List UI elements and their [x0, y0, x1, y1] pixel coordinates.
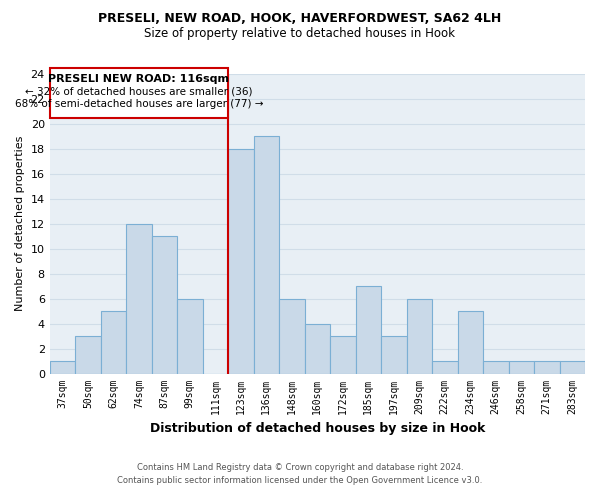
Bar	[407, 298, 432, 374]
Bar	[330, 336, 356, 374]
Text: 68% of semi-detached houses are larger (77) →: 68% of semi-detached houses are larger (…	[14, 99, 263, 109]
Bar	[534, 361, 560, 374]
Bar	[483, 361, 509, 374]
Bar	[458, 311, 483, 374]
Bar	[101, 311, 126, 374]
Bar	[152, 236, 177, 374]
Bar	[279, 298, 305, 374]
Text: PRESELI NEW ROAD: 116sqm: PRESELI NEW ROAD: 116sqm	[49, 74, 229, 84]
Text: Contains HM Land Registry data © Crown copyright and database right 2024.: Contains HM Land Registry data © Crown c…	[137, 464, 463, 472]
Bar	[509, 361, 534, 374]
Bar	[254, 136, 279, 374]
Bar	[228, 149, 254, 374]
Bar	[381, 336, 407, 374]
Bar	[50, 68, 228, 117]
Bar	[356, 286, 381, 374]
Bar	[177, 298, 203, 374]
Text: PRESELI, NEW ROAD, HOOK, HAVERFORDWEST, SA62 4LH: PRESELI, NEW ROAD, HOOK, HAVERFORDWEST, …	[98, 12, 502, 26]
Bar	[75, 336, 101, 374]
Bar	[50, 361, 75, 374]
Text: Contains public sector information licensed under the Open Government Licence v3: Contains public sector information licen…	[118, 476, 482, 485]
Bar	[126, 224, 152, 374]
Bar	[560, 361, 585, 374]
Y-axis label: Number of detached properties: Number of detached properties	[15, 136, 25, 312]
Bar	[305, 324, 330, 374]
Bar	[432, 361, 458, 374]
Text: Size of property relative to detached houses in Hook: Size of property relative to detached ho…	[145, 28, 455, 40]
X-axis label: Distribution of detached houses by size in Hook: Distribution of detached houses by size …	[149, 422, 485, 435]
Text: ← 32% of detached houses are smaller (36): ← 32% of detached houses are smaller (36…	[25, 86, 253, 97]
